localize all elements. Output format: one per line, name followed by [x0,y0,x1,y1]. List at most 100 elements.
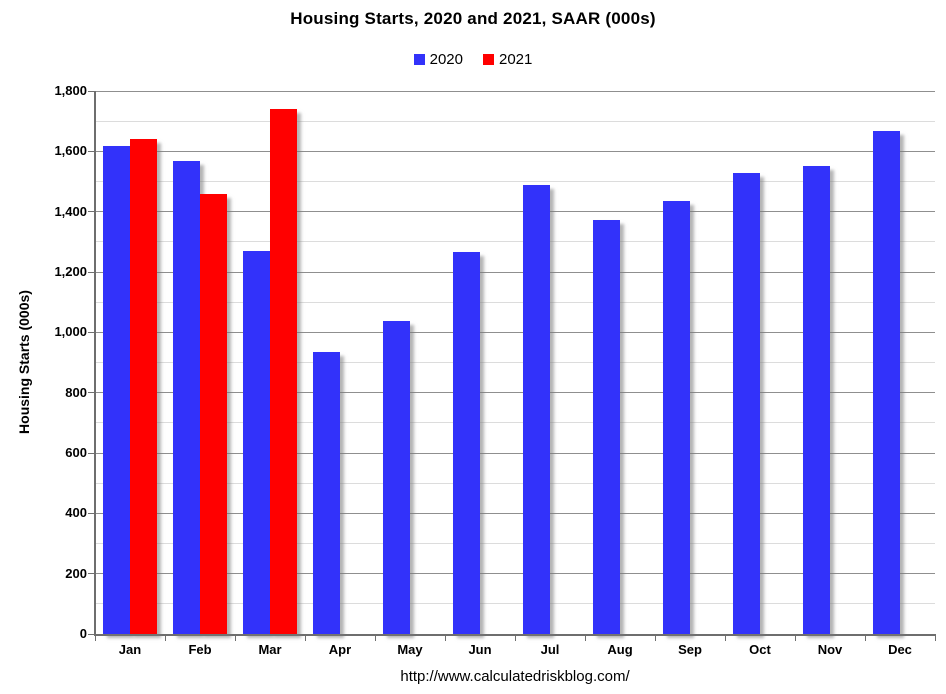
x-tick-7 [584,636,586,641]
x-tick-12 [934,636,936,641]
major-gridline-1400 [95,211,935,213]
bar-2020-may [383,320,410,634]
y-tick-1,200 [88,271,95,273]
minor-gridline-1700 [95,120,935,122]
plot-area: 0 200 400 600 800 1,000 1,200 1,400 1,600 1,800 Ja… [54,84,936,657]
minor-gridline-1500 [95,181,935,182]
x-tick-3 [304,636,306,641]
bar-2020-apr [313,352,340,634]
x-label-apr: Apr [328,642,352,657]
y-tick-label-200: 200 [65,565,87,581]
bar-2020-nov [803,165,830,634]
major-gridline-1000 [95,331,935,333]
y-tick-600 [88,452,95,454]
minor-gridline-900 [95,362,935,363]
x-tick-4 [374,636,376,641]
y-tick-0 [88,633,95,635]
x-tick-8 [654,636,656,641]
y-tick-label-800: 800 [65,384,87,400]
bar-2020-dec [873,131,900,634]
x-label-mar: Mar [258,642,282,657]
x-label-dec: Dec [888,642,912,657]
minor-gridline-500 [95,482,935,484]
bar-2021-mar [270,109,297,634]
legend-item-2021: 2021 [483,51,532,68]
major-gridline-1600 [95,150,935,152]
bar-2020-oct [733,173,760,634]
category-jun [445,91,515,634]
y-tick-1,400 [88,211,95,213]
chart-title: Housing Starts, 2020 and 2021, SAAR (000… [290,9,656,28]
bar-2020-jul [523,185,550,634]
x-tick-6 [514,636,516,641]
legend-label-2021: 2021 [499,51,533,68]
category-mar [235,91,305,634]
x-label-sep: Sep [678,642,702,657]
category-may [375,91,445,634]
x-label-may: May [397,642,423,657]
y-tick-400 [88,512,95,514]
category-feb [165,91,235,634]
y-tick-label-400: 400 [65,505,87,521]
minor-gridline-300 [95,543,935,544]
legend: 2020 2021 [0,51,946,68]
x-tick-1 [164,636,166,641]
category-oct [725,91,795,634]
x-label-feb: Feb [188,642,212,657]
minor-gridline-1100 [95,301,935,303]
category-aug [585,91,655,634]
y-tick-200 [88,573,95,575]
minor-gridline-1300 [95,241,935,243]
y-tick-1,000 [88,331,95,333]
bar-2020-mar [243,251,270,634]
major-gridline-1200 [95,271,935,273]
bar-2020-jan [103,146,130,634]
y-tick-1,800 [88,90,95,92]
category-nov [795,91,865,634]
footer-url: http://www.calculatedriskblog.com/ [400,668,630,685]
bar-2020-aug [593,219,620,634]
legend-swatch-2021 [483,54,494,65]
y-axis-title: Housing Starts (000s) [16,290,32,434]
major-gridline-600 [95,452,935,454]
y-tick-800 [88,392,95,394]
minor-gridline-100 [95,603,935,605]
legend-label-2020: 2020 [429,51,463,68]
category-apr [305,91,375,634]
y-axis-line [94,91,96,635]
bar-2020-jun [453,252,480,634]
legend-swatch-2020 [413,54,425,65]
x-tick-2 [234,636,236,641]
minor-gridline-700 [95,422,935,424]
bar-2021-jan [130,139,157,634]
y-tick-label-0: 0 [79,626,87,641]
y-tick-label-1,200: 1,200 [54,264,87,279]
y-tick-label-1,600: 1,600 [54,143,87,159]
y-tick-label-600: 600 [65,445,87,460]
x-tick-11 [864,636,866,641]
y-tick-1,600 [88,150,95,152]
y-tick-label-1,000: 1,000 [54,324,87,340]
bar-2021-feb [200,194,227,634]
x-tick-0 [94,636,96,641]
y-tick-label-1,800: 1,800 [54,83,87,98]
x-label-jul: Jul [540,642,560,657]
x-axis-line [94,634,936,636]
bar-2020-sep [663,200,690,634]
x-label-aug: Aug [607,642,633,657]
major-gridline-200 [95,573,935,575]
category-jul [515,91,585,634]
x-tick-10 [794,636,796,641]
x-tick-5 [444,636,446,641]
x-label-oct: Oct [749,642,771,657]
x-tick-9 [724,636,726,641]
legend-item-2020: 2020 [413,51,463,68]
major-gridline-400 [95,512,935,514]
x-label-jun: Jun [468,642,492,657]
bar-2020-feb [173,161,200,634]
category-jan [95,91,165,634]
x-label-nov: Nov [817,642,843,657]
category-sep [655,91,725,634]
major-gridline-1800 [95,90,935,92]
